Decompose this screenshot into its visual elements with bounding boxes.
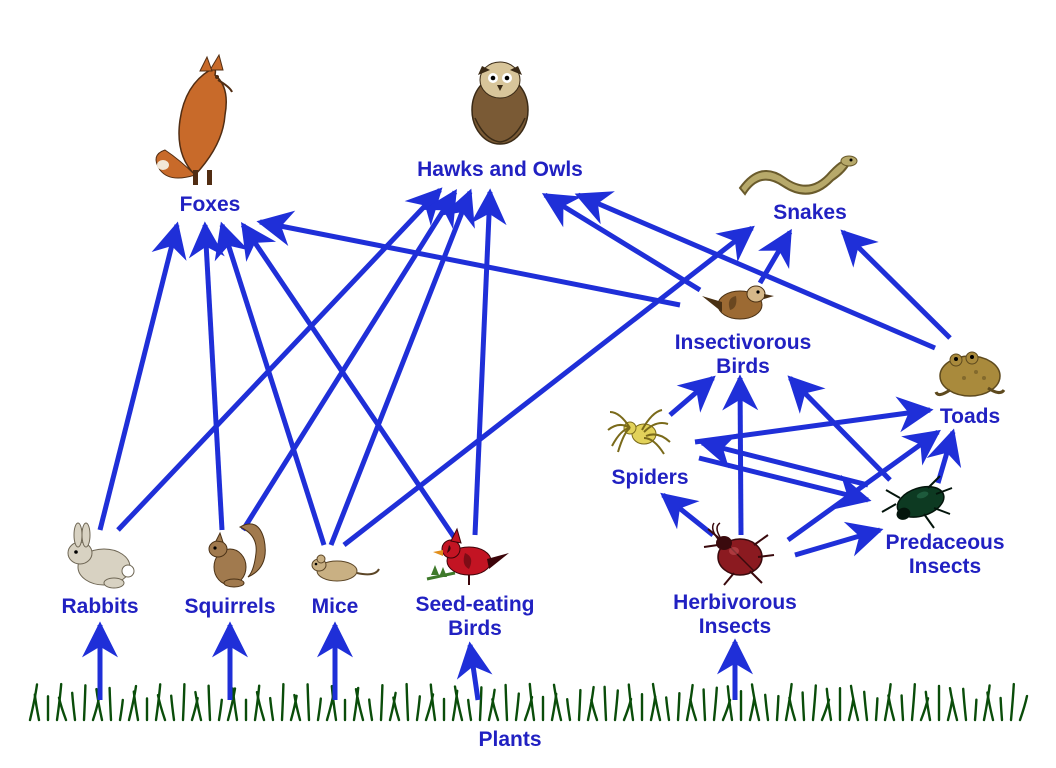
spider-icon bbox=[608, 410, 670, 454]
edge-herb_insects-to-predaceous_insects bbox=[795, 530, 880, 555]
fox-icon bbox=[156, 55, 232, 185]
edges-layer bbox=[100, 190, 953, 700]
rabbit-icon bbox=[68, 523, 134, 588]
edge-squirrels-to-foxes bbox=[205, 225, 222, 530]
edge-seed_birds-to-hawks_owls bbox=[475, 192, 490, 535]
squirrel-icon bbox=[209, 524, 265, 587]
edge-spiders-to-toads bbox=[695, 410, 930, 442]
edge-spiders-to-insectivorous_birds bbox=[670, 378, 713, 415]
edge-predaceous_insects-to-toads bbox=[938, 432, 953, 483]
diagram-svg bbox=[0, 0, 1056, 768]
edge-insectivorous_birds-to-hawks_owls bbox=[545, 195, 700, 290]
grass-band bbox=[30, 684, 1027, 720]
cardinal-icon bbox=[427, 529, 509, 585]
edge-toads-to-snakes bbox=[843, 232, 950, 338]
toad-icon bbox=[936, 352, 1004, 396]
songbird-icon bbox=[702, 286, 774, 319]
predaceous-beetle-icon bbox=[882, 476, 952, 528]
edge-insectivorous_birds-to-foxes bbox=[260, 222, 680, 305]
edge-rabbits-to-foxes bbox=[100, 225, 177, 530]
edge-herb_insects-to-spiders bbox=[663, 495, 713, 535]
edge-herb_insects-to-insectivorous_birds bbox=[740, 378, 741, 535]
owl-icon bbox=[472, 62, 528, 144]
food-web-diagram: FoxesHawks and OwlsSnakesInsectivorous B… bbox=[0, 0, 1056, 768]
edge-plants-to-seed_birds bbox=[470, 645, 478, 700]
mouse-icon bbox=[312, 555, 379, 581]
edge-rabbits-to-hawks_owls bbox=[118, 190, 440, 530]
edge-mice-to-hawks_owls bbox=[331, 192, 470, 545]
snake-icon bbox=[740, 156, 857, 194]
